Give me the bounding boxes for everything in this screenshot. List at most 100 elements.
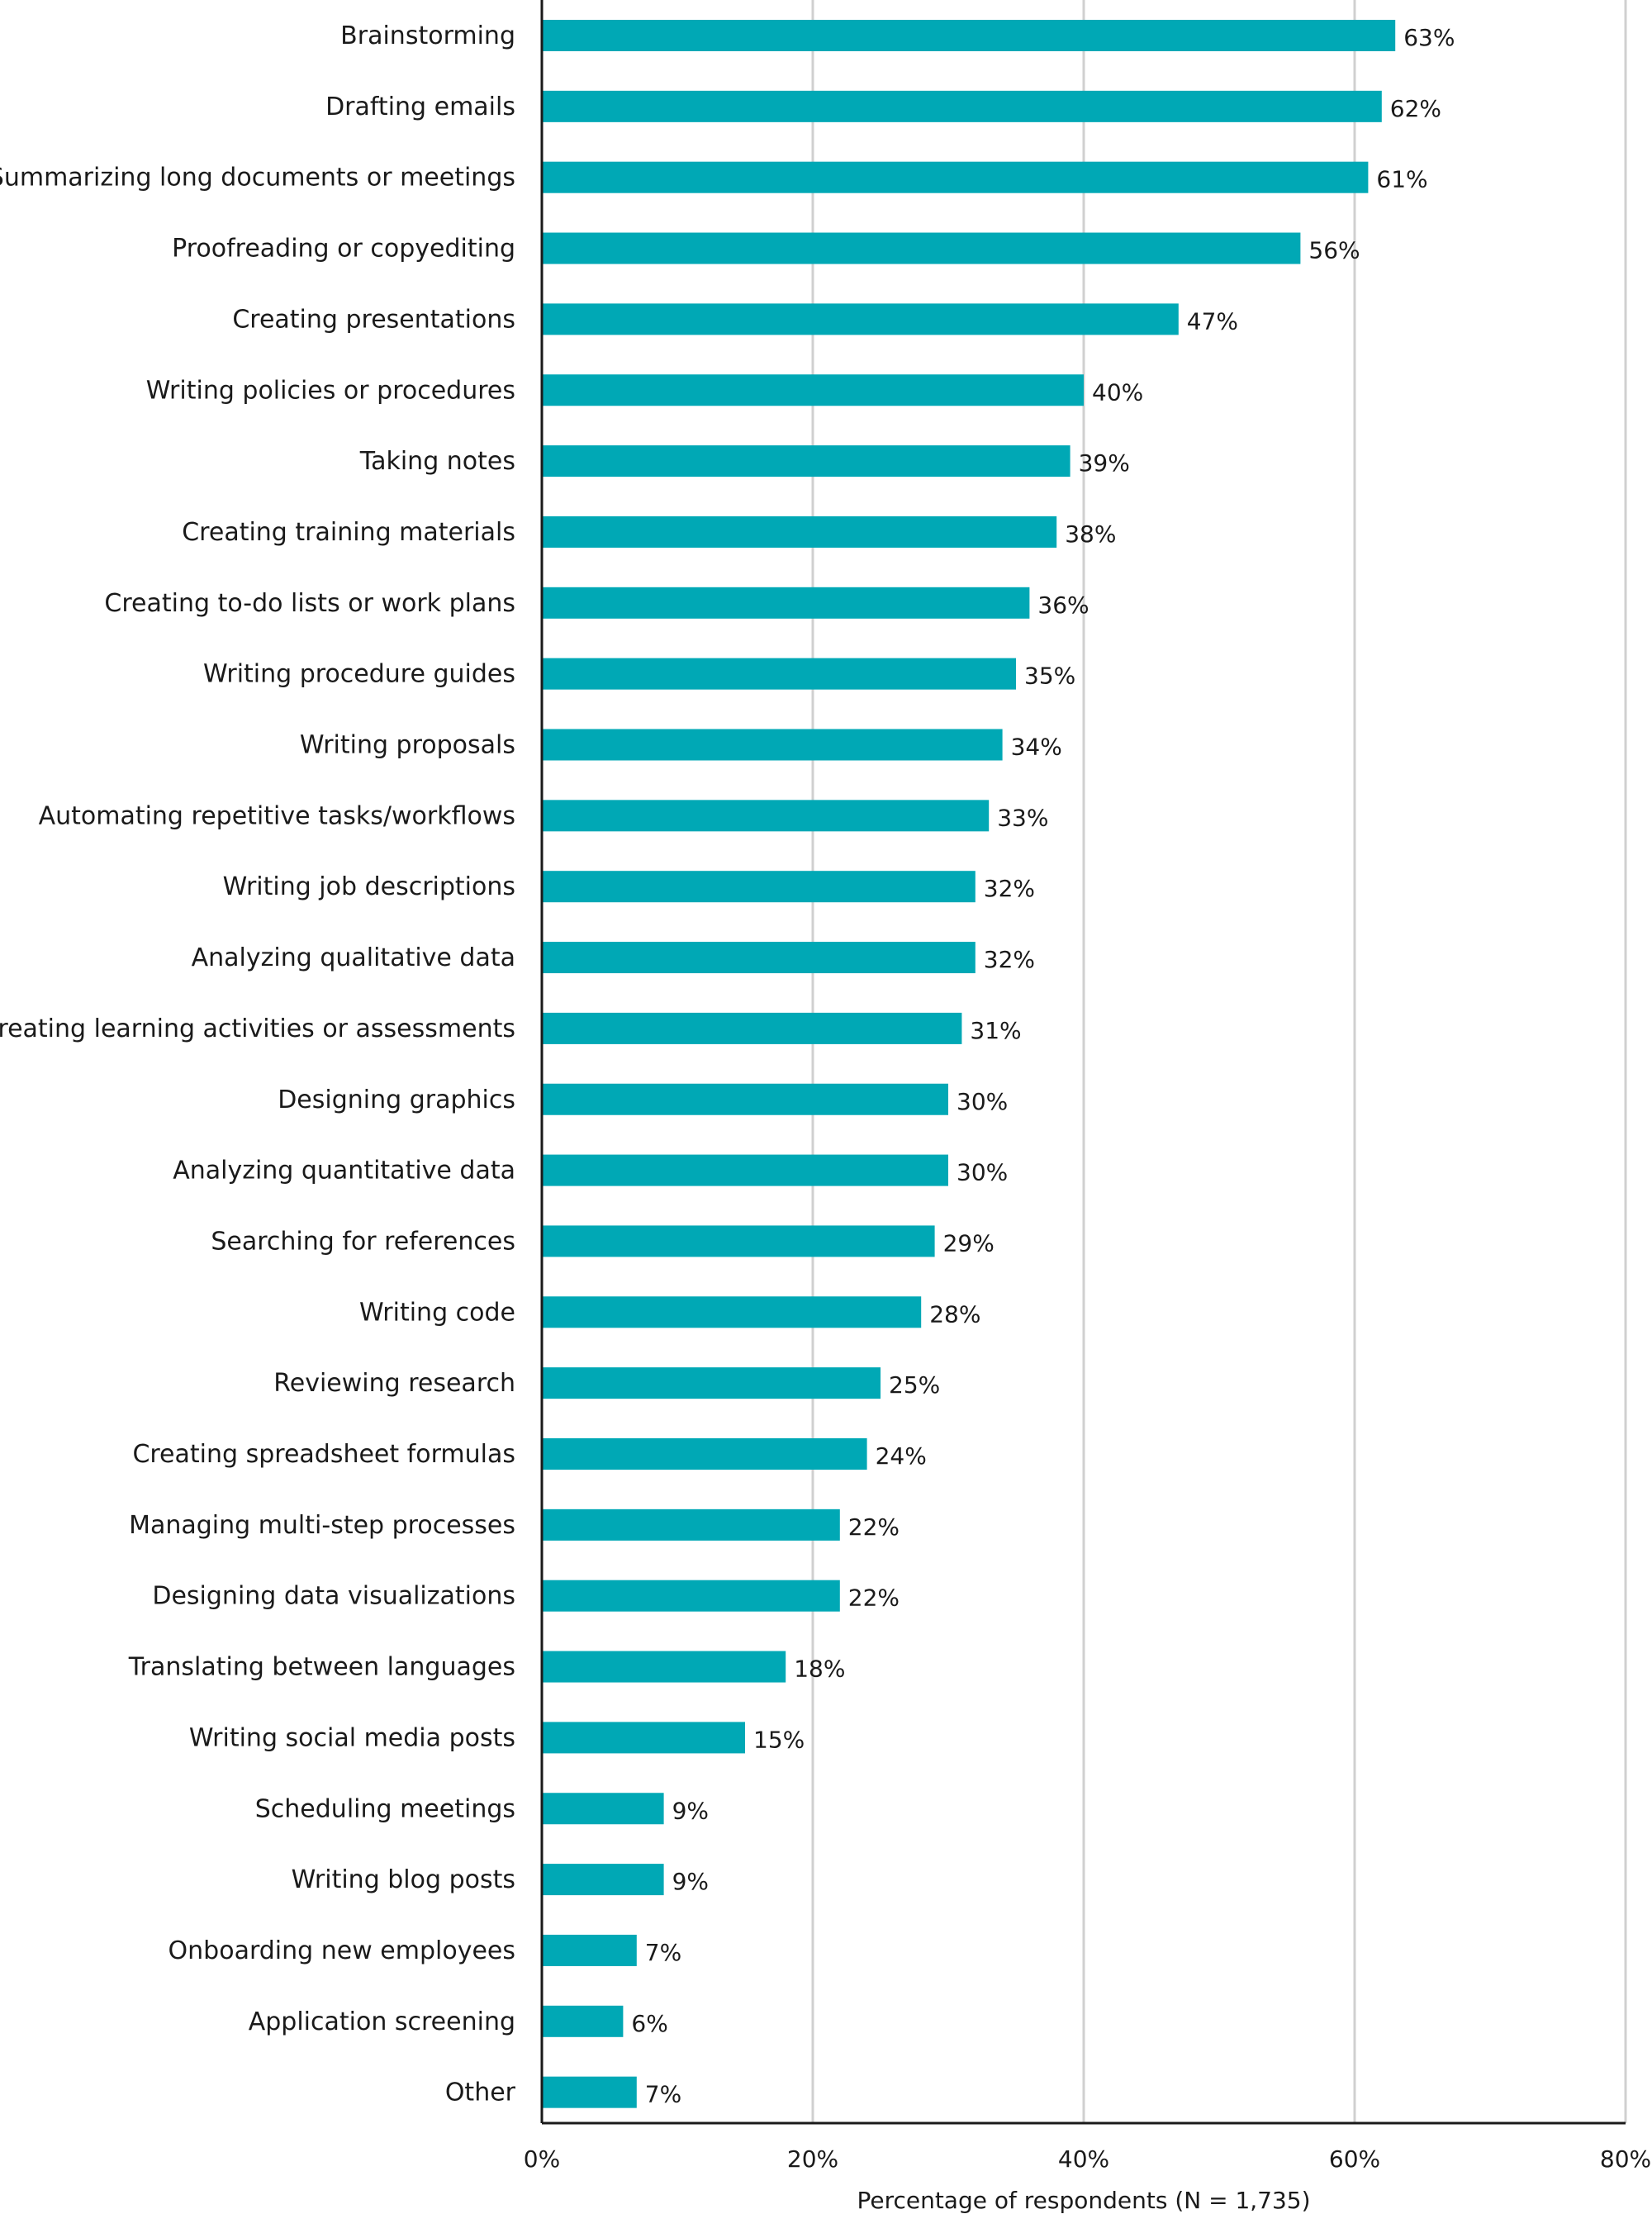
value-label: 15%: [753, 1726, 805, 1753]
category-label: Other: [445, 2079, 516, 2107]
category-label: Scheduling meetings: [255, 1794, 515, 1823]
value-label: 40%: [1092, 378, 1143, 406]
value-label: 29%: [943, 1229, 995, 1257]
value-label: 63%: [1403, 24, 1455, 51]
bar: [542, 303, 1179, 335]
bar: [542, 587, 1030, 619]
value-label: 6%: [631, 2010, 667, 2037]
category-label: Managing multi-step processes: [129, 1511, 515, 1540]
value-label: 25%: [889, 1371, 940, 1399]
bars: [542, 20, 1396, 2108]
bar: [542, 1296, 922, 1328]
bar: [542, 1154, 948, 1186]
value-label: 18%: [794, 1656, 845, 1683]
value-label: 32%: [984, 946, 1035, 973]
bar: [542, 1722, 745, 1754]
category-label: Onboarding new employees: [169, 1936, 515, 1965]
x-tick-label: 80%: [1600, 2145, 1651, 2173]
bar: [542, 445, 1070, 477]
category-label: Searching for references: [211, 1227, 515, 1256]
bar: [542, 942, 976, 974]
bar: [542, 1225, 935, 1257]
bar: [542, 1934, 637, 1966]
value-label: 9%: [672, 1868, 709, 1895]
category-label: Brainstorming: [340, 21, 515, 50]
value-label: 38%: [1065, 520, 1116, 548]
value-label: 24%: [876, 1442, 927, 1470]
value-label: 36%: [1037, 592, 1089, 619]
value-label: 33%: [997, 804, 1048, 831]
value-label: 32%: [984, 875, 1035, 902]
category-label: Creating training materials: [182, 518, 515, 547]
value-label: 7%: [645, 1939, 681, 1966]
category-labels: Brainstorming Drafting emails Summarizing …: [0, 21, 516, 2107]
bar: [542, 1367, 881, 1399]
bar: [542, 2005, 624, 2037]
category-label: Writing social media posts: [189, 1723, 515, 1752]
value-label: 30%: [957, 1159, 1008, 1186]
category-label: Summarizing long documents or meetings: [0, 164, 515, 192]
bar: [542, 1438, 867, 1470]
bar: [542, 1651, 786, 1683]
bar: [542, 1580, 840, 1612]
category-label: Taking notes: [359, 447, 515, 476]
value-label: 56%: [1308, 237, 1360, 264]
bar: [542, 800, 990, 832]
bar: [542, 1508, 840, 1541]
bar: [542, 1012, 962, 1044]
bar: [542, 374, 1084, 406]
category-label: Writing blog posts: [292, 1865, 515, 1894]
x-axis-title: Percentage of respondents (N = 1,735): [857, 2187, 1310, 2214]
bar: [542, 1793, 664, 1825]
x-tick-label: 60%: [1329, 2145, 1380, 2173]
value-label: 31%: [970, 1017, 1021, 1044]
bar: [542, 729, 1003, 761]
bar: [542, 90, 1382, 122]
category-label: Writing policies or procedures: [146, 376, 515, 405]
category-label: Creating learning activities or assessme…: [0, 1014, 515, 1043]
category-label: Analyzing quantitative data: [173, 1157, 515, 1185]
value-label: 22%: [848, 1513, 900, 1541]
value-label: 28%: [929, 1300, 980, 1328]
category-label: Writing procedure guides: [203, 660, 515, 689]
category-label: Proofreading or copyediting: [172, 235, 515, 264]
bar: [542, 20, 1396, 51]
category-label: Writing code: [359, 1298, 515, 1327]
category-label: Automating repetitive tasks/workflows: [39, 801, 515, 830]
value-label: 9%: [672, 1797, 709, 1824]
category-label: Creating to-do lists or work plans: [104, 589, 515, 618]
bar: [542, 2076, 637, 2108]
value-label: 30%: [957, 1088, 1008, 1115]
value-label: 39%: [1079, 449, 1130, 477]
value-label: 61%: [1376, 166, 1427, 193]
category-label: Creating spreadsheet formulas: [132, 1440, 515, 1469]
bar: [542, 1864, 664, 1896]
value-label: 47%: [1187, 307, 1238, 335]
value-label: 62%: [1390, 95, 1441, 122]
category-label: Writing job descriptions: [223, 872, 515, 901]
value-label: 35%: [1024, 663, 1075, 690]
category-label: Reviewing research: [273, 1369, 515, 1398]
category-label: Writing proposals: [300, 731, 515, 760]
value-label: 7%: [645, 2081, 681, 2108]
bar: [542, 515, 1057, 548]
gridlines: [811, 0, 1627, 2123]
bar: [542, 232, 1301, 264]
bar: [542, 658, 1016, 690]
x-tick-label: 40%: [1058, 2145, 1109, 2173]
bar: [542, 1083, 948, 1115]
x-tick-label: 0%: [524, 2145, 560, 2173]
category-label: Designing data visualizations: [152, 1582, 515, 1611]
value-label: 22%: [848, 1584, 900, 1612]
category-label: Application screening: [249, 2007, 515, 2036]
category-label: Translating between languages: [128, 1653, 515, 1682]
value-label: 34%: [1011, 734, 1062, 761]
x-tick-label: 20%: [787, 2145, 838, 2173]
category-label: Analyzing qualitative data: [192, 943, 515, 972]
category-label: Creating presentations: [232, 305, 515, 334]
bar: [542, 161, 1369, 193]
value-labels: 63% 62% 61% 56% 47% 40% 39% 38% 36% 35% 34% 33% 32% 3…: [631, 24, 1455, 2108]
bar: [542, 871, 976, 903]
category-label: Drafting emails: [325, 93, 515, 121]
